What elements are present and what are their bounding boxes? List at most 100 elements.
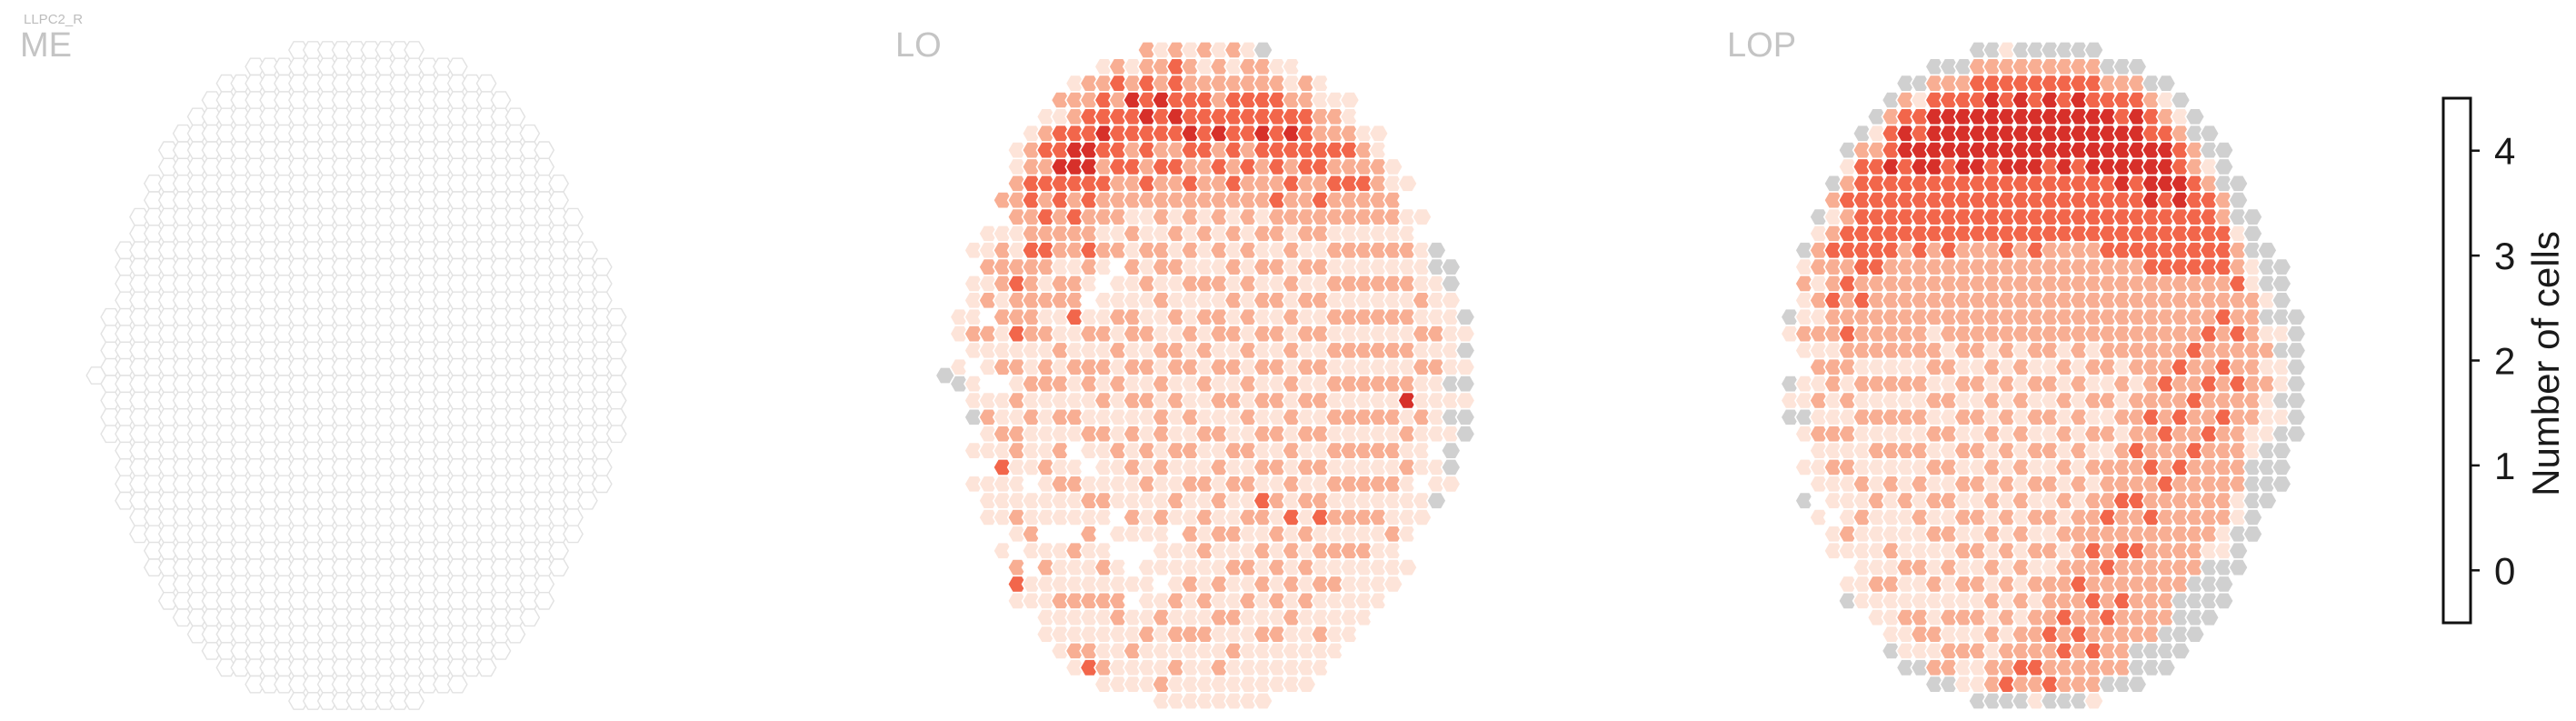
hex-cell bbox=[2285, 307, 2307, 326]
hex-cell bbox=[100, 425, 122, 444]
hex-cell bbox=[504, 107, 526, 126]
hex-cell bbox=[2213, 591, 2235, 610]
hex-cell bbox=[605, 357, 627, 376]
hex-cell bbox=[591, 291, 613, 310]
hex-cell bbox=[1353, 625, 1375, 644]
hex-cell bbox=[1006, 591, 1028, 610]
hex-cell bbox=[404, 692, 425, 710]
hex-cell bbox=[302, 692, 324, 710]
hex-cell bbox=[2228, 191, 2250, 210]
hex-cell bbox=[446, 57, 468, 76]
hex-cell bbox=[605, 325, 627, 343]
hex-cell bbox=[591, 275, 613, 293]
hex-cell bbox=[1281, 675, 1303, 694]
colorbar-tick-label: 3 bbox=[2494, 235, 2515, 277]
hex-cell bbox=[404, 41, 425, 59]
hex-cell bbox=[2155, 658, 2177, 677]
hex-cell bbox=[1397, 191, 1419, 210]
hex-cell bbox=[605, 307, 627, 326]
hex-cell bbox=[1881, 641, 1902, 660]
hex-cell bbox=[605, 408, 627, 426]
hex-cell bbox=[605, 341, 627, 360]
hex-cell bbox=[977, 525, 1000, 544]
hex-cell bbox=[157, 592, 179, 610]
hex-cell bbox=[490, 642, 512, 660]
hex-cell bbox=[2242, 508, 2264, 527]
hex-cell bbox=[2271, 457, 2292, 477]
hex-cell bbox=[2126, 57, 2148, 76]
hex-cell bbox=[2242, 525, 2264, 544]
hex-panel-lo bbox=[934, 40, 1476, 711]
hex-cell bbox=[1383, 141, 1404, 160]
hex-cell bbox=[2141, 658, 2162, 677]
hex-cell bbox=[1368, 608, 1390, 627]
hex-cell bbox=[591, 475, 613, 494]
hex-cell bbox=[2199, 608, 2221, 627]
hex-cell bbox=[475, 658, 497, 677]
panel-title-me: ME bbox=[20, 26, 72, 65]
hex-cell bbox=[360, 692, 382, 710]
hex-cell bbox=[2083, 40, 2105, 59]
hex-cell bbox=[1440, 457, 1462, 477]
hex-cell bbox=[2184, 625, 2206, 644]
hex-cell bbox=[1939, 675, 1961, 694]
hex-cell bbox=[2155, 74, 2177, 93]
hex-cell bbox=[1822, 558, 1844, 577]
hex-cell bbox=[1411, 525, 1433, 544]
hex-cell bbox=[1295, 57, 1317, 76]
hex-cell bbox=[591, 257, 613, 276]
hex-cell bbox=[1411, 207, 1433, 226]
hex-cell bbox=[2228, 541, 2250, 560]
hex-cell bbox=[534, 141, 555, 160]
hex-cell bbox=[432, 675, 454, 694]
hex-cell bbox=[548, 558, 570, 576]
hex-cell bbox=[446, 675, 468, 694]
hex-cell bbox=[2271, 441, 2292, 460]
hex-cell bbox=[1122, 675, 1144, 694]
hex-cell bbox=[548, 541, 570, 560]
hex-cell bbox=[992, 558, 1013, 577]
hex-cell bbox=[1108, 675, 1130, 694]
hex-cell bbox=[1808, 525, 1831, 544]
hex-cell bbox=[1996, 691, 2018, 711]
hex-cell bbox=[1454, 325, 1476, 344]
panel-title-lop: LOP bbox=[1727, 26, 1796, 65]
hex-cell bbox=[2199, 124, 2221, 143]
hex-cell bbox=[1383, 575, 1404, 594]
hex-cell bbox=[316, 692, 338, 710]
hex-cell bbox=[563, 225, 584, 243]
hex-cell bbox=[1425, 491, 1447, 510]
hex-cell bbox=[605, 425, 627, 444]
hex-cell bbox=[2271, 274, 2292, 294]
hex-cell bbox=[2069, 691, 2091, 711]
hex-cell bbox=[534, 157, 555, 176]
hex-cell bbox=[418, 675, 439, 694]
hex-cell bbox=[230, 658, 252, 677]
colorbar-frame bbox=[2441, 96, 2472, 625]
hex-cell bbox=[2271, 257, 2292, 276]
hex-cell bbox=[259, 675, 281, 694]
hex-cell bbox=[1454, 407, 1476, 426]
hex-cell bbox=[2285, 407, 2307, 426]
hex-cell bbox=[2097, 675, 2120, 694]
hex-cell bbox=[1079, 658, 1101, 677]
hex-cell bbox=[1454, 391, 1476, 410]
hex-cell bbox=[274, 675, 295, 694]
hex-cell bbox=[475, 74, 497, 93]
hex-cell bbox=[115, 491, 136, 510]
hex-cell bbox=[1383, 591, 1404, 610]
hex-cell bbox=[287, 692, 309, 710]
hex-cell bbox=[1425, 241, 1447, 260]
hex-cell bbox=[245, 675, 266, 694]
hex-cell bbox=[143, 558, 165, 576]
hex-cell bbox=[2285, 375, 2307, 394]
hex-cell bbox=[1064, 658, 1086, 677]
hex-cell bbox=[534, 592, 555, 610]
hex-cell bbox=[1895, 658, 1917, 677]
hex-panel-lop bbox=[1765, 40, 2307, 711]
hex-cell bbox=[548, 191, 570, 210]
hex-cell bbox=[534, 575, 555, 594]
hex-cell bbox=[2213, 575, 2235, 594]
hex-cell bbox=[1852, 608, 1873, 627]
hex-cell bbox=[2271, 475, 2292, 494]
